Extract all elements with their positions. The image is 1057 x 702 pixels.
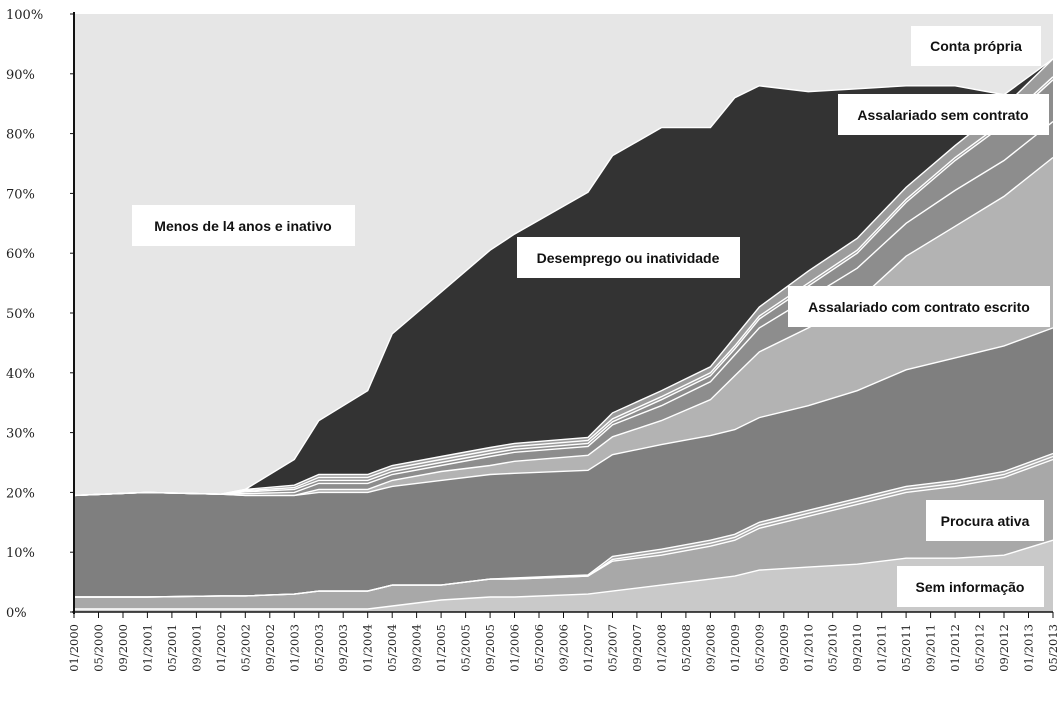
- x-tick-label: 01/2010: [801, 624, 815, 672]
- x-tick-label: 09/2004: [410, 624, 424, 672]
- separator-line-3: [74, 452, 1054, 598]
- area-series-0: [74, 540, 1053, 612]
- y-tick-label: 40%: [6, 367, 35, 382]
- y-tick-label: 20%: [6, 486, 35, 501]
- x-tick-label: 05/2008: [679, 624, 693, 672]
- y-tick-labels: 0% 10% 20% 30% 40% 50% 60% 70% 80% 90% 100%: [6, 8, 74, 621]
- label-assalariado-sem-contrato: Assalariado sem contrato: [838, 94, 1049, 135]
- label-sem-informacao-text: Sem informação: [916, 579, 1025, 595]
- separator-line-6: [73, 121, 1054, 497]
- area-series-11: [74, 14, 1053, 496]
- x-tick-label: 05/2000: [92, 624, 106, 672]
- x-tick-label: 05/2006: [532, 624, 546, 672]
- label-procura-ativa-text: Procura ativa: [941, 513, 1030, 529]
- x-tick-label: 09/2003: [336, 624, 350, 672]
- x-tick-label: 05/2004: [385, 624, 399, 672]
- x-tick-label: 05/2011: [899, 624, 913, 672]
- separator-line-10: [73, 58, 1054, 497]
- x-tick-label: 01/2004: [361, 624, 375, 672]
- x-tick-label: 05/2009: [752, 624, 766, 672]
- x-tick-label: 01/2006: [508, 624, 522, 672]
- x-tick-label: 09/2005: [483, 624, 497, 672]
- area-series-1: [74, 459, 1053, 609]
- label-assalariado-com-contrato-text: Assalariado com contrato escrito: [808, 299, 1030, 315]
- y-tick-label: 0%: [6, 606, 27, 621]
- x-tick-label: 09/2012: [997, 624, 1011, 672]
- x-tick-label: 01/2011: [875, 624, 889, 672]
- separator-line-9: [73, 58, 1054, 497]
- y-tick-label: 60%: [6, 247, 35, 262]
- separator-line-0: [74, 539, 1054, 610]
- x-tick-label: 05/2005: [459, 624, 473, 672]
- x-tick-label: 05/2010: [826, 624, 840, 672]
- x-tick-label: 05/2002: [238, 624, 252, 672]
- x-tick-label: 01/2000: [67, 624, 81, 672]
- label-desemprego-text: Desemprego ou inatividade: [537, 250, 720, 266]
- x-tick-label: 05/2007: [606, 624, 620, 672]
- x-tick-label: 01/2005: [434, 624, 448, 672]
- x-tick-label: 09/2000: [116, 624, 130, 672]
- x-tick-label: 01/2002: [214, 624, 228, 672]
- y-tick-label: 10%: [6, 546, 35, 561]
- label-procura-ativa: Procura ativa: [926, 500, 1044, 541]
- x-tick-labels: 01/2000 05/2000 09/2000 01/2001 05/2001 09/20…: [67, 612, 1057, 672]
- x-tick-label: 05/2013: [1046, 624, 1057, 672]
- label-assalariado-sem-contrato-text: Assalariado sem contrato: [857, 107, 1028, 123]
- y-tick-label: 100%: [6, 8, 43, 23]
- x-tick-label: 09/2002: [263, 624, 277, 672]
- x-tick-label: 09/2007: [630, 624, 644, 672]
- x-tick-label: 01/2008: [654, 624, 668, 672]
- label-desemprego: Desemprego ou inatividade: [517, 237, 740, 278]
- x-tick-label: 01/2013: [1022, 624, 1036, 672]
- y-tick-label: 30%: [6, 427, 35, 442]
- separator-line-7: [73, 79, 1054, 497]
- x-tick-label: 09/2008: [703, 624, 717, 672]
- y-tick-label: 70%: [6, 187, 35, 202]
- x-tick-label: 05/2003: [312, 624, 326, 672]
- y-tick-label: 90%: [6, 68, 35, 83]
- x-tick-label: 01/2007: [581, 624, 595, 672]
- x-tick-label: 09/2011: [924, 624, 938, 672]
- y-tick-label: 50%: [6, 307, 35, 322]
- x-tick-label: 01/2003: [287, 624, 301, 672]
- label-menos-14-text: Menos de l4 anos e inativo: [154, 218, 331, 234]
- label-conta-propria: Conta própria: [911, 26, 1041, 66]
- x-tick-label: 01/2001: [140, 624, 154, 672]
- x-tick-label: 09/2009: [777, 624, 791, 672]
- label-assalariado-com-contrato: Assalariado com contrato escrito: [788, 286, 1050, 327]
- label-conta-propria-text: Conta própria: [930, 38, 1022, 54]
- x-tick-label: 09/2006: [557, 624, 571, 672]
- label-menos-14: Menos de l4 anos e inativo: [132, 205, 355, 246]
- x-tick-label: 01/2012: [948, 624, 962, 672]
- x-tick-label: 05/2001: [165, 624, 179, 672]
- area-series-4: [74, 327, 1053, 597]
- x-tick-label: 09/2010: [850, 624, 864, 672]
- x-tick-label: 01/2009: [728, 624, 742, 672]
- y-tick-label: 80%: [6, 128, 35, 143]
- separator-line-8: [73, 76, 1054, 497]
- x-tick-label: 05/2012: [973, 624, 987, 672]
- area-separators: [73, 58, 1054, 610]
- x-tick-label: 09/2001: [189, 624, 203, 672]
- label-sem-informacao: Sem informação: [897, 566, 1044, 607]
